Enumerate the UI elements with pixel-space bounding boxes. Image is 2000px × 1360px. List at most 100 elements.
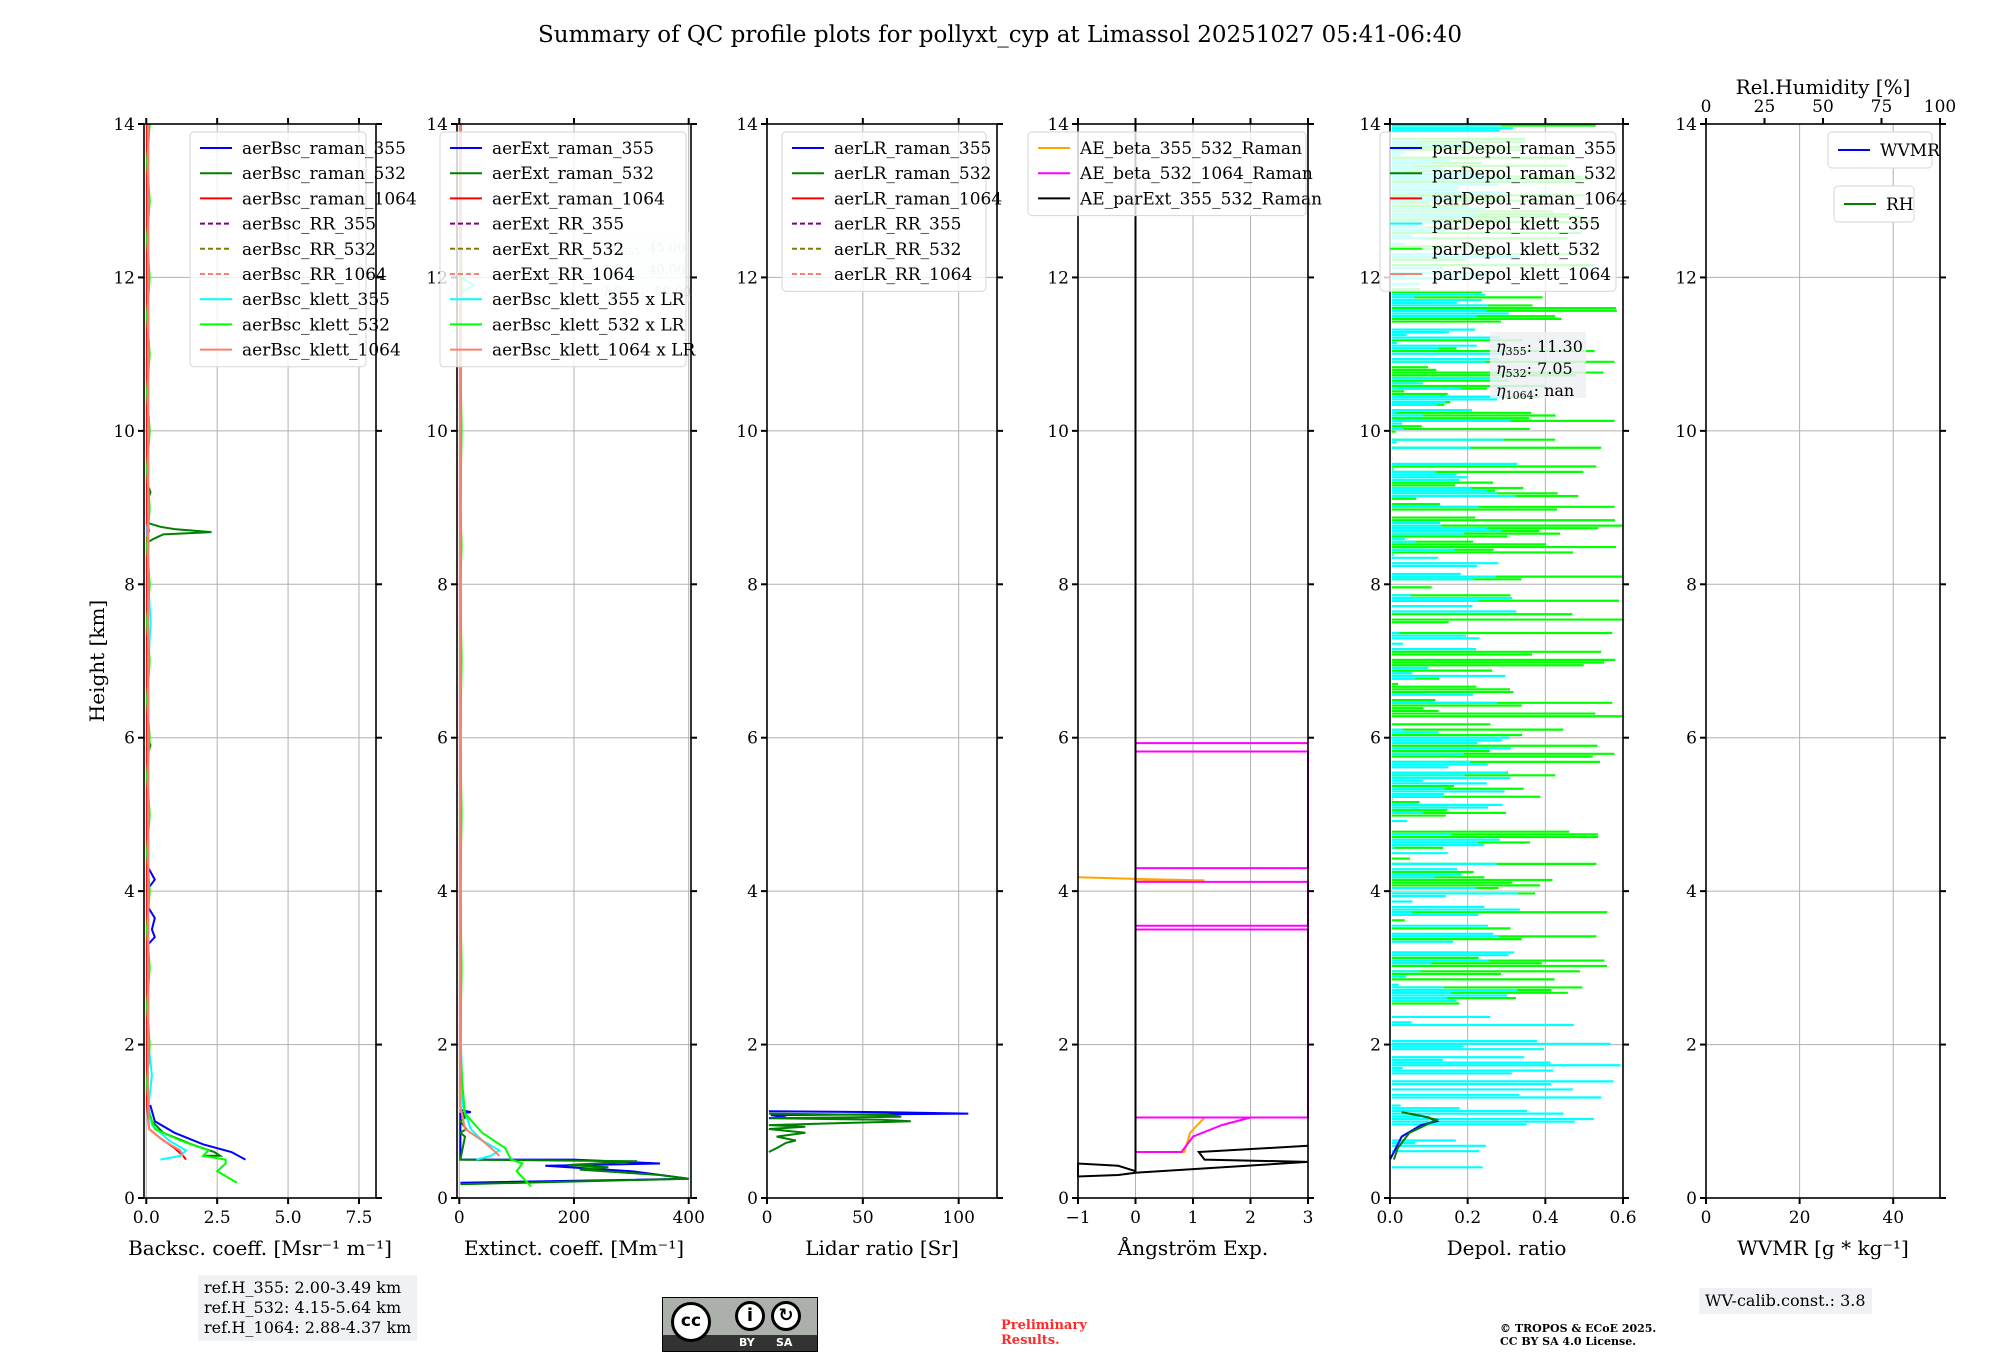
legend-frame (189, 131, 367, 368)
y-tick-label: 10 (1359, 422, 1381, 442)
x-axis-label: Lidar ratio [Sr] (805, 1236, 959, 1260)
panel-bsc: 0 2 4 6 8 10 12 14 0.0 2.5 5.0 7.5 Backsc. coeff. [M… (113, 115, 416, 1260)
legend-label: aerLR_RR_355 (834, 215, 961, 235)
y-tick-label: 2 (1686, 1036, 1697, 1056)
legend-label: aerBsc_klett_355 (242, 290, 390, 310)
y-tick-label: 6 (1686, 729, 1697, 749)
legend-label: aerExt_RR_355 (492, 215, 624, 235)
y-tick-label: 12 (736, 268, 758, 288)
y-tick-label: 0 (1686, 1189, 1697, 1209)
x-axis-label: Backsc. coeff. [Msr⁻¹ m⁻¹] (128, 1236, 392, 1260)
y-tick-label: 6 (747, 729, 758, 749)
x-axis-label: Depol. ratio (1447, 1236, 1567, 1260)
y-tick-label: 4 (1058, 882, 1069, 902)
ref-height-355: ref.H_355: 2.00-3.49 km (204, 1278, 402, 1297)
legend: AE_beta_355_532_Raman AE_beta_532_1064_Ra… (1027, 131, 1322, 217)
series-line-ae_beta_355_532_raman (1077, 876, 1206, 1153)
x-tick-label: 0.6 (1609, 1208, 1636, 1228)
y-tick-label: 4 (124, 882, 135, 902)
x-tick-label-top: 25 (1754, 97, 1776, 117)
x-axis-label-top: Rel.Humidity [%] (1736, 75, 1911, 99)
annotation-line: η532: 7.05 (1496, 359, 1573, 380)
legend-label: parDepol_klett_532 (1432, 240, 1600, 260)
x-tick-label: 2.5 (204, 1208, 231, 1228)
legend-label: aerBsc_raman_355 (242, 139, 406, 159)
y-tick-label: 0 (747, 1189, 758, 1209)
x-tick-label-top: 75 (1871, 97, 1893, 117)
legend-label: aerLR_raman_355 (834, 139, 991, 159)
legend-label: parDepol_raman_1064 (1432, 189, 1627, 209)
legend-label: AE_beta_355_532_Raman (1079, 139, 1302, 159)
cc-license-badge: cc i ↻ BY SA (662, 1297, 818, 1352)
legend-rh: RH (1833, 185, 1915, 223)
x-tick-label: 0.0 (1376, 1208, 1403, 1228)
y-tick-label: 12 (113, 268, 135, 288)
series-line-aerbsc_klett_1064 (147, 124, 184, 1157)
y-tick-label: 10 (113, 422, 135, 442)
figure-title: Summary of QC profile plots for pollyxt_… (538, 22, 1462, 48)
y-tick-label: 0 (437, 1189, 448, 1209)
sa-share-icon: ↻ (771, 1301, 801, 1331)
copyright-line-2: CC BY SA 4.0 License. (1500, 1335, 1637, 1348)
legend-label: aerLR_raman_1064 (834, 189, 1002, 209)
series-line-aerext_raman_355 (459, 1108, 689, 1184)
x-axis-label: Ångström Exp. (1117, 1235, 1268, 1260)
legend-frame (1827, 131, 1933, 169)
legend-label: aerLR_RR_1064 (834, 265, 972, 285)
series-line-ae_beta_532_1064_raman (1134, 742, 1309, 1153)
y-tick-label: 14 (113, 115, 135, 135)
legend-label: aerBsc_RR_355 (242, 215, 376, 235)
y-tick-label: 8 (747, 575, 758, 595)
series-line-aerbsc_klett_355 (147, 124, 188, 1161)
axes-frame (1705, 123, 1941, 1199)
y-tick-label: 6 (437, 729, 448, 749)
legend-label: parDepol_raman_532 (1432, 164, 1616, 184)
x-tick-label: 5.0 (275, 1208, 302, 1228)
y-tick-label: 8 (1686, 575, 1697, 595)
x-tick-label: 0 (762, 1208, 773, 1228)
preliminary-line-2: Results. (1001, 1333, 1060, 1348)
x-tick-label: 100 (942, 1208, 974, 1228)
x-tick-label: 0.2 (1454, 1208, 1481, 1228)
y-tick-label: 8 (124, 575, 135, 595)
by-person-icon: i (735, 1301, 765, 1331)
legend-label: aerBsc_klett_532 x LR (492, 315, 686, 335)
legend-label: AE_parExt_355_532_Raman (1079, 189, 1322, 209)
y-tick-label: 14 (1675, 115, 1697, 135)
ref-height-532: ref.H_532: 4.15-5.64 km (204, 1298, 402, 1317)
y-tick-label: 4 (747, 882, 758, 902)
series-line-ae_parext_355_532_raman (1077, 124, 1309, 1178)
y-tick-label: 10 (736, 422, 758, 442)
legend-label: aerBsc_klett_1064 x LR (492, 341, 696, 361)
y-tick-label: 14 (426, 115, 448, 135)
y-tick-label: 0 (124, 1189, 135, 1209)
x-tick-label: 50 (852, 1208, 874, 1228)
cc-icon: cc (671, 1302, 711, 1342)
x-tick-label: 40 (1882, 1208, 1904, 1228)
legend-label: parDepol_klett_355 (1432, 215, 1600, 235)
legend-label: aerExt_raman_355 (492, 139, 654, 159)
legend-label: aerBsc_klett_355 x LR (492, 290, 686, 310)
legend-label: parDepol_klett_1064 (1432, 265, 1611, 285)
y-tick-label: 8 (437, 575, 448, 595)
x-tick-label-top: 50 (1812, 97, 1834, 117)
x-tick-label: 3 (1303, 1208, 1314, 1228)
legend-frame (1379, 131, 1617, 292)
y-tick-label: 6 (1370, 729, 1381, 749)
legend-label: aerBsc_RR_1064 (242, 265, 387, 285)
ref-heights-box: ref.H_355: 2.00-3.49 km ref.H_532: 4.15-… (198, 1275, 418, 1341)
legend: aerExt_raman_355 aerExt_raman_532 aerExt_r… (439, 131, 696, 368)
x-tick-label-top: 100 (1924, 97, 1956, 117)
annotation-bg (1490, 332, 1586, 398)
legend-wvmr: WVMR (1827, 131, 1941, 169)
preliminary-line-1: Preliminary (1001, 1318, 1087, 1333)
y-tick-label: 12 (1047, 268, 1069, 288)
by-label: BY (739, 1336, 755, 1349)
legend-label: aerBsc_klett_1064 (242, 341, 401, 361)
x-tick-label-top: 0 (1701, 97, 1712, 117)
x-tick-label: 1 (1188, 1208, 1199, 1228)
x-tick-label: 0 (1130, 1208, 1141, 1228)
series-line-aerlr_raman_532 (768, 1112, 911, 1153)
